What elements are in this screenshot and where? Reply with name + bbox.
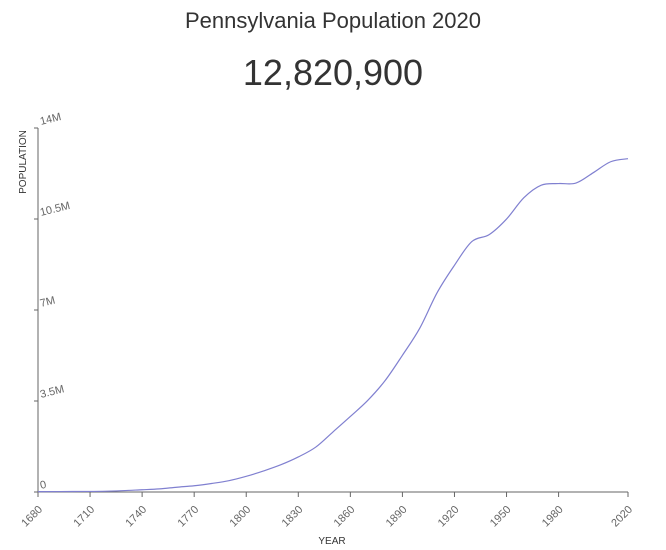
- y-tick-label: 0: [39, 479, 48, 492]
- x-tick-label: 1860: [332, 504, 358, 530]
- x-tick-label: 1710: [71, 504, 97, 530]
- population-value: 12,820,900: [242, 52, 424, 93]
- x-axis-title: YEAR: [318, 536, 345, 547]
- x-tick-label: 1980: [540, 504, 566, 530]
- x-tick-label: 1680: [19, 504, 45, 530]
- x-tick-label: 1830: [280, 504, 306, 530]
- x-tick-label: 1950: [488, 504, 514, 530]
- page-title: Pennsylvania Population 2020: [184, 8, 481, 33]
- y-axis-title: POPULATION: [18, 130, 29, 194]
- y-tick-label: 3.5M: [39, 383, 66, 401]
- x-tick-label: 1890: [384, 504, 410, 530]
- x-tick-label: 1770: [175, 504, 201, 530]
- x-tick-label: 1920: [436, 504, 462, 530]
- population-series-line: [37, 158, 629, 493]
- x-tick-label: 1740: [123, 504, 149, 530]
- x-tick-label: 1800: [228, 504, 254, 530]
- y-tick-label: 7M: [39, 295, 57, 310]
- x-tick-label: 2020: [609, 504, 635, 530]
- y-tick-label: 14M: [39, 111, 63, 128]
- y-tick-label: 10.5M: [39, 200, 72, 219]
